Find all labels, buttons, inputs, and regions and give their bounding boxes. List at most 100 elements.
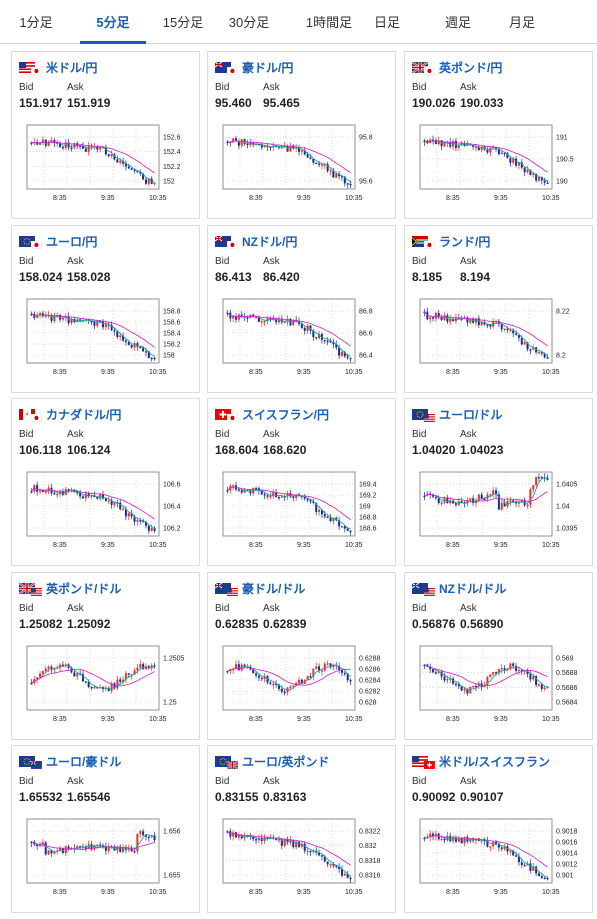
rate-card[interactable]: ユーロ/円 Bid Ask 158.024 158.028 158.8 158.6 158.4… [11, 225, 200, 393]
candle-body [332, 170, 335, 178]
rate-card[interactable]: ユーロ/豪ドル Bid Ask 1.65532 1.65546 1.656 1.655 8:3… [11, 745, 200, 913]
pair-name[interactable]: NZドル/円 [242, 234, 298, 249]
mini-candle-chart[interactable]: 0.9018 0.9016 0.9014 0.9012 0.901 8:35 9:35 10:… [405, 814, 594, 914]
candle-body [260, 490, 263, 495]
pair-name[interactable]: スイスフラン/円 [242, 407, 329, 422]
candle-body [300, 150, 303, 152]
bid-label: Bid [215, 603, 230, 614]
pair-name[interactable]: 豪ドル/円 [242, 60, 294, 75]
mini-candle-chart[interactable]: 86.8 86.6 86.4 8:35 9:35 10:35 [208, 294, 397, 394]
ask-value: 106.124 [67, 443, 111, 457]
candle-body [90, 686, 93, 689]
candle-body [480, 840, 483, 842]
tab-7[interactable]: 月足 [508, 15, 535, 30]
candle-body [96, 844, 99, 846]
rate-card[interactable]: 米ドル/円 Bid Ask 151.917 151.919 152.6 152.4 152.2… [11, 51, 200, 219]
ma-fast-line [227, 664, 351, 691]
candle-body [44, 668, 47, 672]
rate-card[interactable]: ユーロ/英ポンド Bid Ask 0.83155 0.83163 0.8322 0.832 0… [207, 745, 396, 913]
ma-fast-line [31, 833, 155, 853]
ma-slow-line [31, 668, 155, 687]
pair-name[interactable]: カナダドル/円 [46, 407, 122, 422]
pair-name[interactable]: 英ポンド/ドル [46, 581, 122, 596]
candle-body [512, 663, 515, 667]
mini-candle-chart[interactable]: 1.0405 1.04 1.0395 8:35 9:35 10:35 [405, 467, 594, 567]
candle-body [454, 503, 457, 505]
candle-body [133, 851, 136, 853]
mini-candle-chart[interactable]: 0.6288 0.6286 0.6284 0.6282 0.628 8:35 9:35 10:… [208, 641, 397, 741]
tab-1[interactable]: 5分足 [80, 0, 146, 44]
candle-body [99, 320, 102, 323]
mini-candle-chart[interactable]: 158.8 158.6 158.4 158.2 158 8:35 9:35 10:35 [12, 294, 201, 394]
mini-candle-chart[interactable]: 169.4 169.2 169 168.8 168.6 8:35 9:35 10:35 [208, 467, 397, 567]
pair-name[interactable]: NZドル/ドル [439, 581, 507, 596]
candle-body [517, 502, 520, 504]
mini-candle-chart[interactable]: 95.8 95.6 8:35 9:35 10:35 [208, 120, 397, 220]
rate-card[interactable]: 豪ドル/ドル Bid Ask 0.62835 0.62839 0.6288 0.6286 0.… [207, 572, 396, 740]
rate-card[interactable]: カナダドル/円 Bid Ask 106.118 106.124 106.6 106.4 106… [11, 398, 200, 566]
rate-card[interactable]: NZドル/円 Bid Ask 86.413 86.420 86.8 86.6 86.4 8:35… [207, 225, 396, 393]
mini-candle-chart[interactable]: 0.569 0.5688 0.5686 0.5684 8:35 9:35 10:35 [405, 641, 594, 741]
candle-body [492, 672, 495, 675]
candle-body [119, 335, 122, 337]
candle-body [480, 494, 483, 499]
candle-body [87, 682, 90, 687]
candle-body [260, 321, 263, 323]
mini-candle-chart[interactable]: 0.8322 0.832 0.8318 0.8316 8:35 9:35 10:35 [208, 814, 397, 914]
mini-candle-chart[interactable]: 106.6 106.4 106.2 8:35 9:35 10:35 [12, 467, 201, 567]
rate-card[interactable]: 英ポンド/ドル Bid Ask 1.25082 1.25092 1.2505 1.25 8:3… [11, 572, 200, 740]
x-tick-label: 8:35 [53, 369, 67, 376]
mini-candle-chart[interactable]: 1.2505 1.25 8:35 9:35 10:35 [12, 641, 201, 741]
bid-label: Bid [19, 256, 34, 267]
mini-candle-chart[interactable]: 1.656 1.655 8:35 9:35 10:35 [12, 814, 201, 914]
tab-6[interactable]: 週足 [444, 15, 471, 30]
candle-body [477, 494, 480, 501]
rate-card[interactable]: ユーロ/ドル Bid Ask 1.04020 1.04023 1.0405 1.04 1.03… [404, 398, 593, 566]
ask-label: Ask [67, 82, 84, 93]
mini-candle-chart[interactable]: 191 190.5 190 8:35 9:35 10:35 [405, 120, 594, 220]
x-tick-label: 10:35 [345, 369, 363, 376]
candle-body [61, 318, 64, 320]
chart-frame [419, 645, 553, 711]
candle-body [142, 347, 145, 352]
candle-body [53, 315, 56, 321]
flag-eu-au-icon [19, 755, 42, 769]
candle-body [517, 334, 520, 338]
tab-5[interactable]: 日足 [373, 15, 400, 30]
pair-name[interactable]: 米ドル/スイスフラン [439, 754, 550, 769]
candle-body [124, 340, 127, 342]
pair-name[interactable]: ランド/円 [439, 234, 491, 249]
tab-0[interactable]: 1分足 [19, 15, 53, 30]
pair-name[interactable]: 米ドル/円 [46, 60, 98, 75]
rate-card[interactable]: 豪ドル/円 Bid Ask 95.460 95.465 95.8 95.6 8:35 9:35 1… [207, 51, 396, 219]
rate-card[interactable]: ランド/円 Bid Ask 8.185 8.194 8.22 8.2 8:35 9:35 10:3… [404, 225, 593, 393]
rate-card[interactable]: スイスフラン/円 Bid Ask 168.604 168.620 169.4 169.2 16… [207, 398, 396, 566]
pair-name[interactable]: ユーロ/円 [46, 234, 98, 249]
bid-value: 151.917 [19, 96, 63, 110]
candle-body [497, 320, 500, 325]
rate-card[interactable]: 英ポンド/円 Bid Ask 190.026 190.033 191 190.5 190 8:3… [404, 51, 593, 219]
candle-body [512, 329, 515, 334]
pair-name[interactable]: ユーロ/ドル [439, 407, 503, 422]
candle-body [497, 494, 500, 510]
tab-3[interactable]: 30分足 [228, 15, 270, 30]
y-tick-label: 106.2 [163, 526, 181, 533]
pair-name[interactable]: 英ポンド/円 [439, 60, 503, 75]
rate-card[interactable]: 米ドル/スイスフラン Bid Ask 0.90092 0.90107 0.9018 0.90… [404, 745, 593, 913]
candle-body [47, 141, 50, 146]
candle-body [257, 316, 260, 322]
rate-card[interactable]: NZドル/ドル Bid Ask 0.56876 0.56890 0.569 0.5688 0.… [404, 572, 593, 740]
tab-2[interactable]: 15分足 [162, 15, 204, 30]
x-tick-label: 9:35 [101, 716, 115, 723]
bid-value: 168.604 [215, 443, 259, 457]
pair-name[interactable]: ユーロ/英ポンド [242, 754, 330, 769]
tab-4[interactable]: 1時間足 [305, 15, 353, 30]
candle-body [292, 496, 295, 498]
candle-body [326, 164, 329, 172]
x-tick-label: 8:35 [446, 369, 460, 376]
mini-candle-chart[interactable]: 8.22 8.2 8:35 9:35 10:35 [405, 294, 594, 394]
pair-name[interactable]: 豪ドル/ドル [242, 581, 306, 596]
candle-body [142, 173, 145, 180]
mini-candle-chart[interactable]: 152.6 152.4 152.2 152 8:35 9:35 10:35 [12, 120, 201, 220]
pair-name[interactable]: ユーロ/豪ドル [46, 754, 122, 769]
